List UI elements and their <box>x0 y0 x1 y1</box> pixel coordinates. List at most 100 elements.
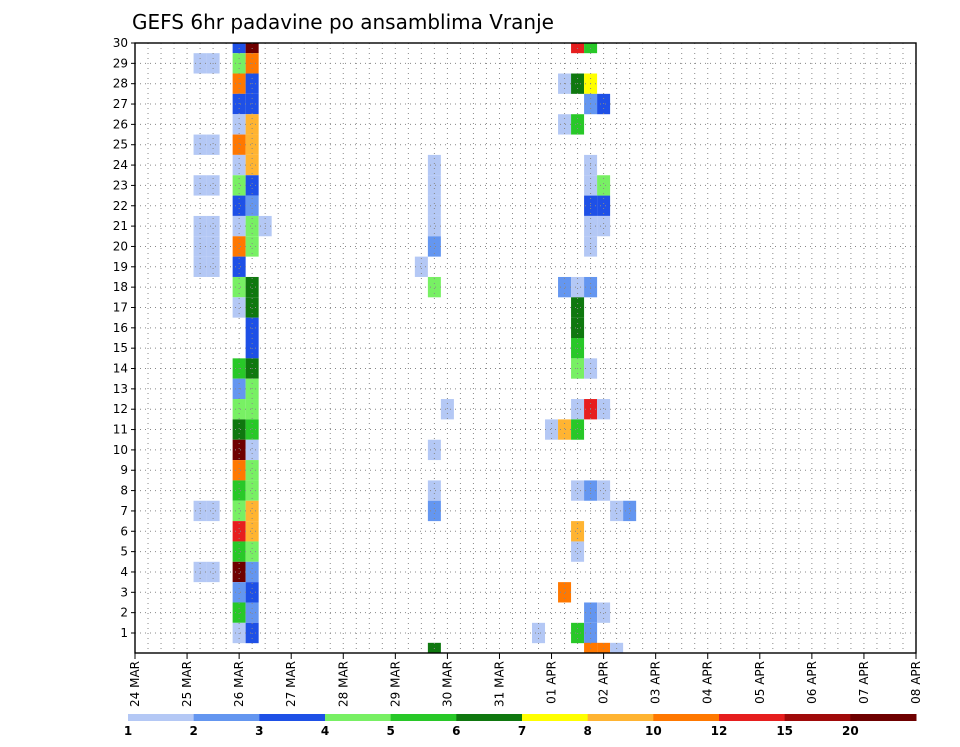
y-tick-label: 9 <box>120 463 128 477</box>
heatmap-cell <box>427 236 441 257</box>
heatmap-cell <box>610 642 624 653</box>
heatmap-cell <box>245 215 259 237</box>
heatmap-cell <box>597 399 611 420</box>
heatmap-cell <box>245 175 259 196</box>
colorbar-label: 20 <box>842 724 859 738</box>
y-tick-label: 25 <box>113 138 128 152</box>
heatmap-cell <box>232 114 246 135</box>
heatmap-cell <box>232 602 246 623</box>
heatmap-cell <box>597 175 611 196</box>
colorbar-label: 1 <box>124 724 132 738</box>
y-tick-label: 6 <box>120 524 128 538</box>
x-tick-label: 08 APR <box>909 661 923 704</box>
x-tick-label: 29 MAR <box>388 661 402 707</box>
y-tick-label: 16 <box>113 321 128 335</box>
heatmap-cell <box>545 419 559 440</box>
colorbar-label: 10 <box>645 724 662 738</box>
heatmap-cell <box>571 399 585 420</box>
colorbar-label: 7 <box>518 724 526 738</box>
x-tick-label: 27 MAR <box>284 661 298 707</box>
y-tick-label: 29 <box>113 56 128 70</box>
heatmap-cell <box>232 276 246 298</box>
y-tick-label: 3 <box>120 585 128 599</box>
heatmap-cell <box>206 561 220 583</box>
y-tick-label: 26 <box>113 117 128 131</box>
y-tick-label: 5 <box>120 545 128 559</box>
heatmap-cell <box>440 399 454 420</box>
y-tick-label: 19 <box>113 260 128 274</box>
chart-title: GEFS 6hr padavine po ansamblima Vranje <box>132 10 554 34</box>
heatmap-cell <box>427 480 441 501</box>
heatmap-cell <box>558 276 572 298</box>
heatmap-cell <box>245 93 259 115</box>
colorbar-segment <box>587 714 654 721</box>
heatmap-cell <box>558 582 572 603</box>
heatmap-cell <box>232 215 246 237</box>
heatmap-cell <box>558 114 572 135</box>
heatmap-cell <box>245 297 259 318</box>
heatmap-cell <box>232 134 246 155</box>
heatmap-cell <box>232 154 246 176</box>
y-tick-label: 15 <box>113 341 128 355</box>
heatmap-cell <box>206 236 220 257</box>
colorbar-label: 8 <box>583 724 591 738</box>
x-tick-label: 07 APR <box>857 661 871 704</box>
heatmap-cell <box>232 236 246 257</box>
x-tick-label: 28 MAR <box>336 661 350 707</box>
heatmap-cell <box>558 419 572 440</box>
x-tick-label: 05 APR <box>753 661 767 704</box>
y-tick-label: 8 <box>120 484 128 498</box>
heatmap-cell <box>232 460 246 481</box>
colorbar-label: 5 <box>386 724 394 738</box>
x-tick-label: 24 MAR <box>128 661 142 707</box>
heatmap-cell <box>206 215 220 237</box>
heatmap-cell <box>232 399 246 420</box>
colorbar-label: 15 <box>776 724 793 738</box>
heatmap-cell <box>232 561 246 583</box>
heatmap-cell <box>232 582 246 603</box>
heatmap-cell <box>245 582 259 603</box>
heatmap-cell <box>232 439 246 461</box>
heatmap-cell <box>232 541 246 562</box>
y-tick-label: 1 <box>120 626 128 640</box>
heatmap-cell <box>206 256 220 277</box>
grid-layer <box>134 42 917 653</box>
y-tick-label: 18 <box>113 280 128 294</box>
y-tick-label: 12 <box>113 402 128 416</box>
heatmap-cell <box>245 480 259 501</box>
heatmap-cell <box>597 93 611 115</box>
heatmap-cell <box>232 419 246 440</box>
heatmap-cell <box>245 419 259 440</box>
heatmap-cell <box>232 175 246 196</box>
x-tick-label: 25 MAR <box>180 661 194 707</box>
x-tick-label: 30 MAR <box>440 661 454 707</box>
y-tick-label: 2 <box>120 606 128 620</box>
cells-layer <box>193 43 637 653</box>
heatmap-cell <box>245 561 259 583</box>
heatmap-cell <box>206 134 220 155</box>
y-tick-label: 27 <box>113 97 128 111</box>
x-tick-label: 03 APR <box>649 661 663 704</box>
heatmap-cell <box>232 256 246 277</box>
y-tick-label: 7 <box>120 504 128 518</box>
heatmap-cell <box>427 439 441 461</box>
heatmap-cell <box>571 419 585 440</box>
heatmap-cell <box>245 114 259 135</box>
colorbar-segment <box>850 714 917 721</box>
heatmap-cell <box>245 236 259 257</box>
colorbar-segment <box>259 714 326 721</box>
heatmap-cell <box>232 297 246 318</box>
heatmap-cell <box>571 297 585 318</box>
heatmap-cell <box>597 195 611 216</box>
colorbar-segment <box>456 714 523 721</box>
y-tick-label: 17 <box>113 300 128 314</box>
colorbar: 1 2 3 4 5 6 7 8 10 12 15 20 <box>124 714 917 738</box>
y-tick-label: 14 <box>113 362 128 376</box>
heatmap-cell <box>427 195 441 216</box>
heatmap-cell <box>597 480 611 501</box>
heatmap-cell <box>232 480 246 501</box>
colorbar-segment <box>128 714 195 721</box>
heatmap-cell <box>206 175 220 196</box>
